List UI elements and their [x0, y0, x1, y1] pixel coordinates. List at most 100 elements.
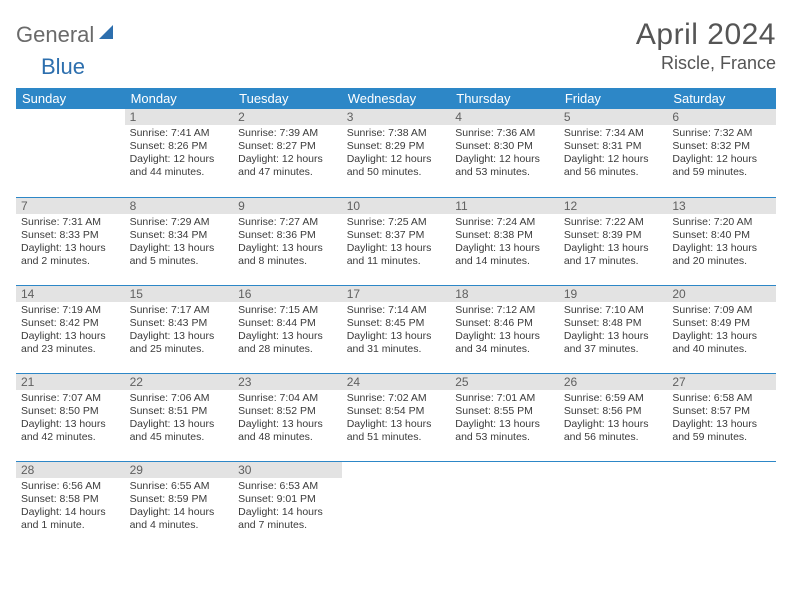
sunset: Sunset: 8:45 PM: [347, 317, 446, 330]
day-number: 15: [125, 286, 234, 302]
day-details: Sunrise: 7:39 AMSunset: 8:27 PMDaylight:…: [233, 125, 342, 182]
day-number: 29: [125, 462, 234, 478]
day-details: Sunrise: 7:20 AMSunset: 8:40 PMDaylight:…: [667, 214, 776, 271]
day-number: 18: [450, 286, 559, 302]
day-details: Sunrise: 7:25 AMSunset: 8:37 PMDaylight:…: [342, 214, 451, 271]
sunset: Sunset: 8:36 PM: [238, 229, 337, 242]
calendar-cell: 26Sunrise: 6:59 AMSunset: 8:56 PMDayligh…: [559, 373, 668, 461]
sunset: Sunset: 8:59 PM: [130, 493, 229, 506]
daylight: Daylight: 14 hours and 7 minutes.: [238, 506, 337, 532]
day-details: Sunrise: 7:07 AMSunset: 8:50 PMDaylight:…: [16, 390, 125, 447]
sunset: Sunset: 8:26 PM: [130, 140, 229, 153]
sunset: Sunset: 8:37 PM: [347, 229, 446, 242]
daylight: Daylight: 13 hours and 14 minutes.: [455, 242, 554, 268]
day-number: 2: [233, 109, 342, 125]
day-details: Sunrise: 6:59 AMSunset: 8:56 PMDaylight:…: [559, 390, 668, 447]
day-number: 30: [233, 462, 342, 478]
sunset: Sunset: 8:40 PM: [672, 229, 771, 242]
sunrise: Sunrise: 6:58 AM: [672, 392, 771, 405]
calendar-cell: 29Sunrise: 6:55 AMSunset: 8:59 PMDayligh…: [125, 461, 234, 549]
calendar-cell: 18Sunrise: 7:12 AMSunset: 8:46 PMDayligh…: [450, 285, 559, 373]
sunrise: Sunrise: 7:41 AM: [130, 127, 229, 140]
weekday-header: Sunday: [16, 88, 125, 109]
logo-text-1: General: [16, 22, 94, 48]
day-number: 11: [450, 198, 559, 214]
day-number: 13: [667, 198, 776, 214]
sunset: Sunset: 8:52 PM: [238, 405, 337, 418]
day-details: Sunrise: 7:17 AMSunset: 8:43 PMDaylight:…: [125, 302, 234, 359]
calendar-cell: 1Sunrise: 7:41 AMSunset: 8:26 PMDaylight…: [125, 109, 234, 197]
day-details: Sunrise: 6:56 AMSunset: 8:58 PMDaylight:…: [16, 478, 125, 535]
calendar-cell: 25Sunrise: 7:01 AMSunset: 8:55 PMDayligh…: [450, 373, 559, 461]
sunrise: Sunrise: 7:24 AM: [455, 216, 554, 229]
calendar-cell: 19Sunrise: 7:10 AMSunset: 8:48 PMDayligh…: [559, 285, 668, 373]
day-number: 6: [667, 109, 776, 125]
sunset: Sunset: 8:39 PM: [564, 229, 663, 242]
day-details: Sunrise: 7:19 AMSunset: 8:42 PMDaylight:…: [16, 302, 125, 359]
day-number: 7: [16, 198, 125, 214]
calendar-cell: 23Sunrise: 7:04 AMSunset: 8:52 PMDayligh…: [233, 373, 342, 461]
day-number: 25: [450, 374, 559, 390]
sunset: Sunset: 8:27 PM: [238, 140, 337, 153]
day-number: 17: [342, 286, 451, 302]
calendar-cell: 3Sunrise: 7:38 AMSunset: 8:29 PMDaylight…: [342, 109, 451, 197]
sunset: Sunset: 8:51 PM: [130, 405, 229, 418]
calendar-cell: 28Sunrise: 6:56 AMSunset: 8:58 PMDayligh…: [16, 461, 125, 549]
calendar-cell: 24Sunrise: 7:02 AMSunset: 8:54 PMDayligh…: [342, 373, 451, 461]
sunrise: Sunrise: 7:02 AM: [347, 392, 446, 405]
calendar-row: 7Sunrise: 7:31 AMSunset: 8:33 PMDaylight…: [16, 197, 776, 285]
day-details: Sunrise: 7:04 AMSunset: 8:52 PMDaylight:…: [233, 390, 342, 447]
day-details: Sunrise: 7:27 AMSunset: 8:36 PMDaylight:…: [233, 214, 342, 271]
calendar-cell: 21Sunrise: 7:07 AMSunset: 8:50 PMDayligh…: [16, 373, 125, 461]
sunset: Sunset: 8:44 PM: [238, 317, 337, 330]
day-number: 16: [233, 286, 342, 302]
calendar-cell: 12Sunrise: 7:22 AMSunset: 8:39 PMDayligh…: [559, 197, 668, 285]
daylight: Daylight: 12 hours and 47 minutes.: [238, 153, 337, 179]
sunrise: Sunrise: 7:07 AM: [21, 392, 120, 405]
daylight: Daylight: 13 hours and 59 minutes.: [672, 418, 771, 444]
day-details: Sunrise: 7:36 AMSunset: 8:30 PMDaylight:…: [450, 125, 559, 182]
calendar-table: Sunday Monday Tuesday Wednesday Thursday…: [16, 88, 776, 549]
day-number: 8: [125, 198, 234, 214]
day-number: 21: [16, 374, 125, 390]
calendar-cell: 5Sunrise: 7:34 AMSunset: 8:31 PMDaylight…: [559, 109, 668, 197]
sunrise: Sunrise: 7:15 AM: [238, 304, 337, 317]
calendar-cell: 16Sunrise: 7:15 AMSunset: 8:44 PMDayligh…: [233, 285, 342, 373]
daylight: Daylight: 14 hours and 1 minute.: [21, 506, 120, 532]
day-details: Sunrise: 7:34 AMSunset: 8:31 PMDaylight:…: [559, 125, 668, 182]
day-details: Sunrise: 7:38 AMSunset: 8:29 PMDaylight:…: [342, 125, 451, 182]
calendar-cell: 30Sunrise: 6:53 AMSunset: 9:01 PMDayligh…: [233, 461, 342, 549]
weekday-header: Monday: [125, 88, 234, 109]
sunrise: Sunrise: 7:17 AM: [130, 304, 229, 317]
calendar-cell: 9Sunrise: 7:27 AMSunset: 8:36 PMDaylight…: [233, 197, 342, 285]
daylight: Daylight: 13 hours and 5 minutes.: [130, 242, 229, 268]
calendar-cell: 22Sunrise: 7:06 AMSunset: 8:51 PMDayligh…: [125, 373, 234, 461]
calendar-cell: 20Sunrise: 7:09 AMSunset: 8:49 PMDayligh…: [667, 285, 776, 373]
day-details: Sunrise: 7:29 AMSunset: 8:34 PMDaylight:…: [125, 214, 234, 271]
sunset: Sunset: 8:55 PM: [455, 405, 554, 418]
weekday-header: Wednesday: [342, 88, 451, 109]
day-details: Sunrise: 7:22 AMSunset: 8:39 PMDaylight:…: [559, 214, 668, 271]
logo: General: [16, 18, 118, 48]
day-number: 19: [559, 286, 668, 302]
sunrise: Sunrise: 7:32 AM: [672, 127, 771, 140]
sunset: Sunset: 8:30 PM: [455, 140, 554, 153]
day-number: 9: [233, 198, 342, 214]
day-details: Sunrise: 7:12 AMSunset: 8:46 PMDaylight:…: [450, 302, 559, 359]
calendar-page: General April 2024 Riscle, France Blue S…: [0, 0, 792, 565]
sunset: Sunset: 8:46 PM: [455, 317, 554, 330]
calendar-cell: [667, 461, 776, 549]
daylight: Daylight: 13 hours and 53 minutes.: [455, 418, 554, 444]
day-details: Sunrise: 7:24 AMSunset: 8:38 PMDaylight:…: [450, 214, 559, 271]
daylight: Daylight: 13 hours and 48 minutes.: [238, 418, 337, 444]
calendar-cell: [342, 461, 451, 549]
calendar-cell: 4Sunrise: 7:36 AMSunset: 8:30 PMDaylight…: [450, 109, 559, 197]
daylight: Daylight: 13 hours and 20 minutes.: [672, 242, 771, 268]
daylight: Daylight: 13 hours and 51 minutes.: [347, 418, 446, 444]
sunset: Sunset: 8:56 PM: [564, 405, 663, 418]
calendar-cell: 17Sunrise: 7:14 AMSunset: 8:45 PMDayligh…: [342, 285, 451, 373]
daylight: Daylight: 13 hours and 37 minutes.: [564, 330, 663, 356]
sunrise: Sunrise: 7:09 AM: [672, 304, 771, 317]
sunset: Sunset: 8:48 PM: [564, 317, 663, 330]
daylight: Daylight: 12 hours and 53 minutes.: [455, 153, 554, 179]
